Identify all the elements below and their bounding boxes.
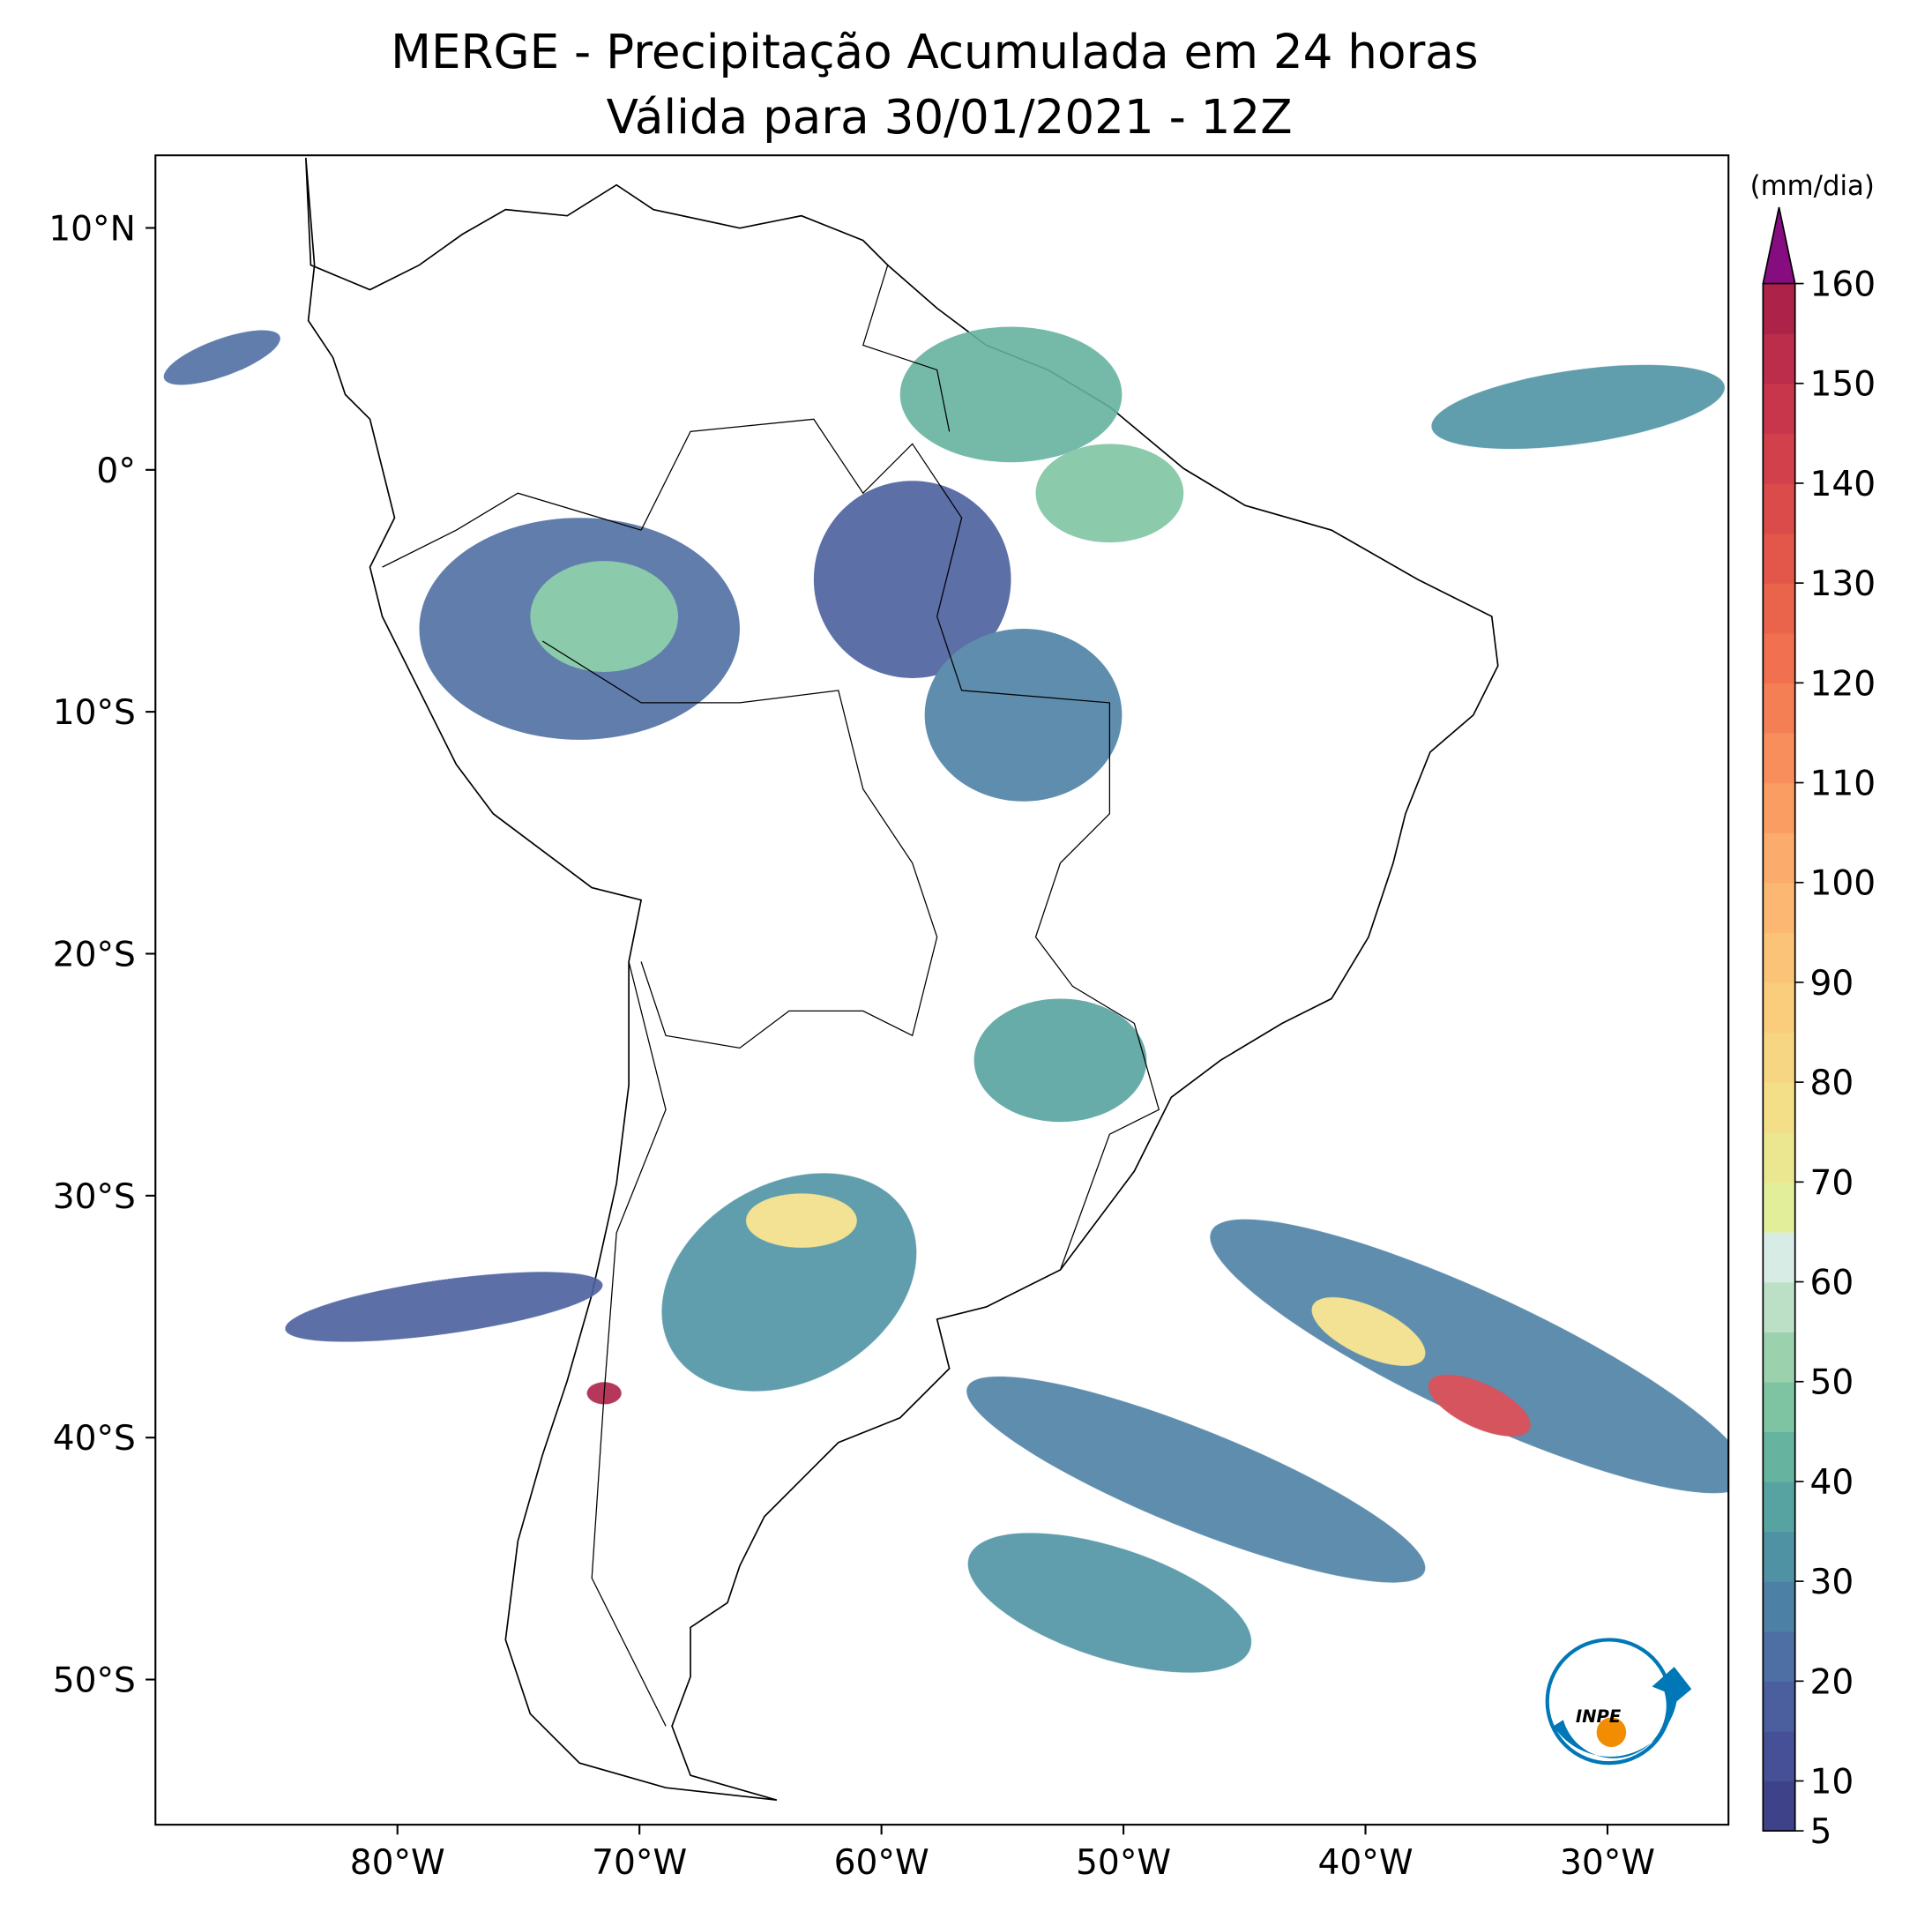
rain-area: [745, 1193, 857, 1248]
colorbar-band: [1763, 632, 1795, 684]
map-frame: [154, 154, 1730, 1826]
y-tick-label: 10°S: [53, 693, 136, 733]
colorbar-band: [1763, 683, 1795, 734]
colorbar-band: [1763, 1281, 1795, 1332]
colorbar-tick-label: 100: [1809, 864, 1876, 904]
colorbar-tick-label: 40: [1809, 1463, 1854, 1503]
colorbar-band: [1763, 1082, 1795, 1133]
rain-area: [967, 1533, 1252, 1673]
colorbar-tick-label: 140: [1809, 465, 1876, 504]
colorbar-band: [1763, 1182, 1795, 1233]
rain-area: [973, 998, 1147, 1123]
colorbar-tick-label: 30: [1809, 1563, 1854, 1602]
colorbar-band: [1763, 1581, 1795, 1632]
colorbar-tick-label: 20: [1809, 1662, 1854, 1702]
rain-area: [966, 1376, 1426, 1583]
colorbar-band: [1763, 533, 1795, 584]
colorbar-band: [1763, 982, 1795, 1034]
colorbar-tick-label: 150: [1809, 365, 1876, 405]
colorbar-band: [1763, 283, 1795, 334]
colorbar-band: [1763, 932, 1795, 983]
rain-area: [1210, 1219, 1729, 1494]
rain-area: [1428, 1374, 1531, 1437]
colorbar-band: [1763, 383, 1795, 435]
colorbar-tick-label: 60: [1809, 1264, 1854, 1303]
rain-area: [285, 1272, 603, 1342]
colorbar-band: [1763, 333, 1795, 384]
colorbar-tick-label: 70: [1809, 1163, 1854, 1203]
y-tick-label: 30°S: [53, 1177, 136, 1217]
colorbar-band: [1763, 1730, 1795, 1782]
colorbar-tick-label: 10: [1809, 1763, 1854, 1803]
colorbar-band: [1763, 1531, 1795, 1582]
colorbar-band: [1763, 1131, 1795, 1183]
colorbar-band: [1763, 1231, 1795, 1283]
rain-area: [530, 561, 679, 672]
rain-area: [899, 326, 1123, 463]
colorbar-tick-label: 160: [1809, 265, 1876, 305]
y-tick-label: 40°S: [53, 1419, 136, 1459]
colorbar-tick-label: 90: [1809, 964, 1854, 1004]
colorbar-tick-label: 5: [1809, 1812, 1831, 1852]
x-tick-label: 30°W: [1560, 1843, 1655, 1883]
colorbar-band: [1763, 1681, 1795, 1732]
colorbar-band: [1763, 1032, 1795, 1083]
colorbar-band: [1763, 1631, 1795, 1683]
colorbar-band: [1763, 583, 1795, 634]
map-area: INPE: [155, 155, 1729, 1825]
rain-area: [1035, 444, 1184, 543]
y-tick-label: 50°S: [53, 1661, 136, 1701]
x-tick-label: 80°W: [350, 1843, 445, 1883]
precipitation: [163, 326, 1729, 1673]
colorbar-tick-label: 80: [1809, 1064, 1854, 1103]
colorbar-band: [1763, 1381, 1795, 1433]
rain-area: [924, 629, 1123, 802]
x-tick-label: 40°W: [1318, 1843, 1414, 1883]
colorbar-tick-label: 110: [1809, 765, 1876, 804]
map-subtitle: Válida para 30/01/2021 - 12Z: [607, 90, 1293, 145]
colorbar-band: [1763, 1481, 1795, 1533]
map-title: MERGE - Precipitação Acumulada em 24 hor…: [391, 25, 1478, 79]
country-borders: [382, 265, 1160, 1727]
colorbar-band: [1763, 1332, 1795, 1383]
x-tick-label: 60°W: [834, 1843, 929, 1883]
colorbar-band: [1763, 1431, 1795, 1482]
colorbar-extend: [1762, 206, 1796, 285]
logo: INPE: [1545, 1638, 1692, 1765]
colorbar-tick-label: 130: [1809, 564, 1876, 604]
colorbar-tick-label: 120: [1809, 664, 1876, 704]
colorbar-band: [1763, 433, 1795, 484]
y-tick-label: 0°: [96, 452, 135, 491]
logo-text: INPE: [1576, 1706, 1622, 1727]
colorbar-frame: [1762, 283, 1796, 1832]
colorbar-band: [1763, 782, 1795, 833]
colorbar-band: [1763, 732, 1795, 784]
y-tick-label: 20°S: [53, 935, 136, 974]
colorbar-label: (mm/dia): [1750, 170, 1875, 202]
x-tick-label: 70°W: [592, 1843, 687, 1883]
colorbar-band: [1763, 482, 1795, 534]
rain-area: [1311, 1296, 1426, 1366]
colorbar-band: [1763, 832, 1795, 884]
y-tick-label: 10°N: [48, 209, 136, 249]
rain-area: [163, 330, 280, 385]
rain-area: [1431, 364, 1725, 450]
x-tick-label: 50°W: [1076, 1843, 1171, 1883]
rain-area: [813, 481, 1011, 678]
colorbar-band: [1763, 1780, 1795, 1832]
colorbar-tick-label: 50: [1809, 1363, 1854, 1403]
colorbar-band: [1763, 882, 1795, 934]
